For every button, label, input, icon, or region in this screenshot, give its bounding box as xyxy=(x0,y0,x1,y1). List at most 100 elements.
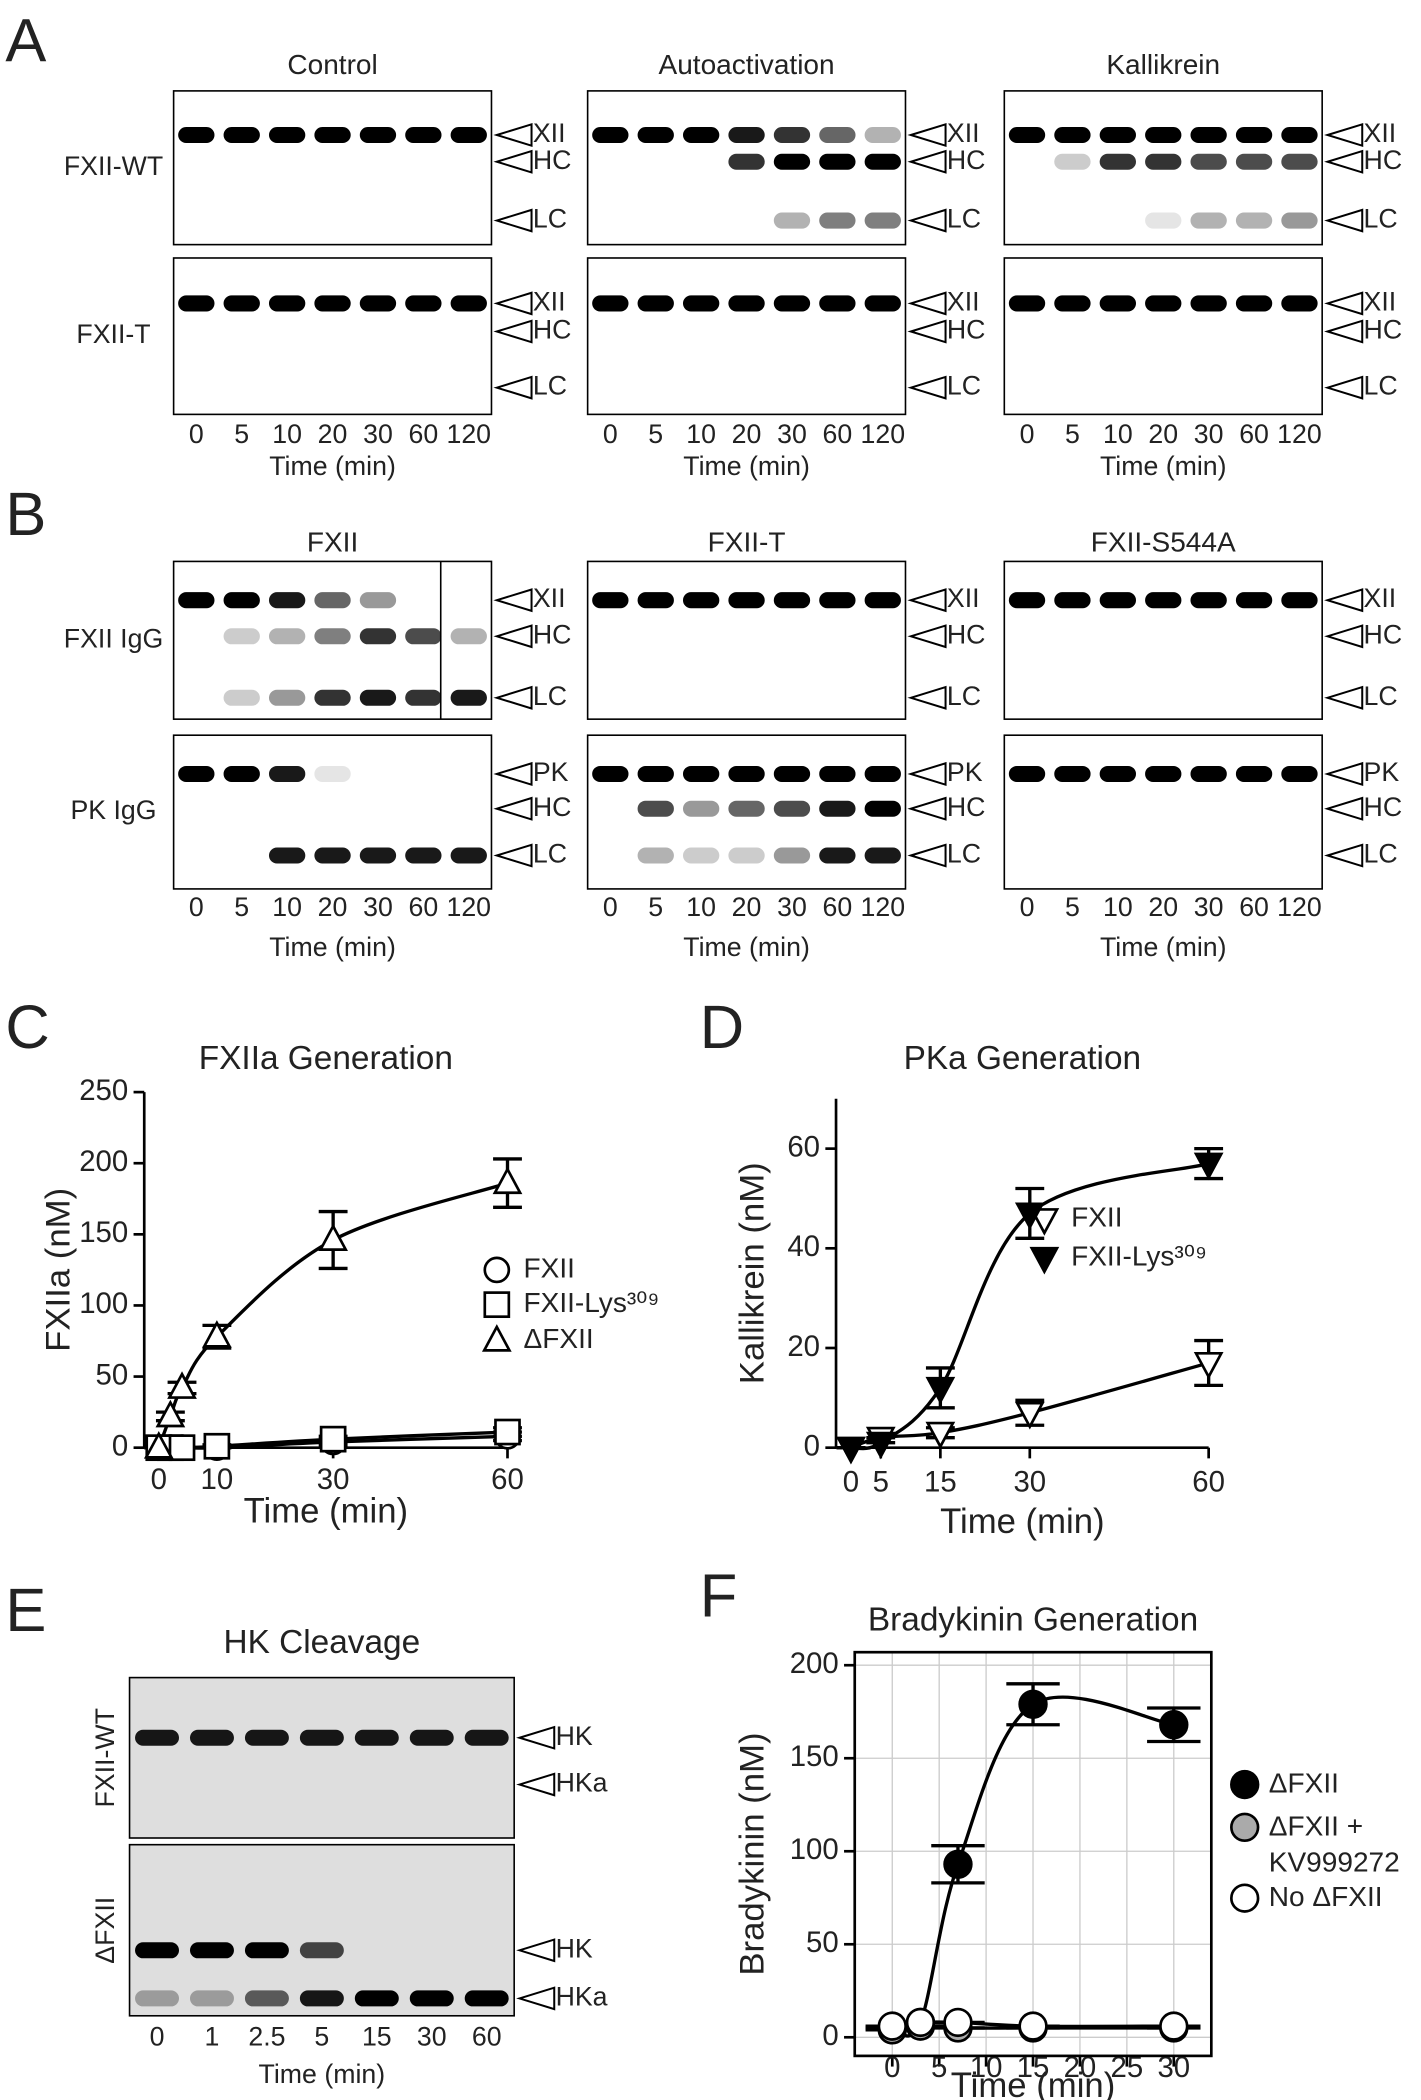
x-tick-label: 15 xyxy=(924,1466,957,1499)
lane-label: 0 xyxy=(603,892,618,922)
band-arrow xyxy=(493,319,533,344)
lane-label: 0 xyxy=(1020,419,1035,449)
lane-label: 30 xyxy=(363,892,393,922)
lane-label: 30 xyxy=(777,419,807,449)
band-arrow xyxy=(493,624,533,649)
legend-marker xyxy=(1029,1246,1060,1275)
gel-band xyxy=(637,126,674,144)
gel-band xyxy=(1235,295,1273,312)
gel-band xyxy=(1054,592,1091,609)
gel-band xyxy=(405,126,442,144)
band-arrow xyxy=(493,291,533,316)
legend-label: FXII xyxy=(1071,1201,1122,1232)
gel-box xyxy=(172,257,493,416)
gel-band xyxy=(592,295,629,312)
plot-frame xyxy=(853,1650,1213,2058)
gel-band xyxy=(592,126,629,144)
gel-box xyxy=(172,90,493,246)
gel-band xyxy=(773,126,811,144)
band-label: LC xyxy=(1364,839,1398,869)
band-arrow xyxy=(516,1772,556,1797)
band-arrow xyxy=(907,843,947,868)
panel-letter: A xyxy=(5,7,46,76)
y-tick-label: 100 xyxy=(79,1287,128,1320)
lane-label: 15 xyxy=(362,2022,392,2052)
legend-marker xyxy=(1230,1812,1260,1843)
gel-band xyxy=(450,689,487,706)
gel-band xyxy=(682,765,720,782)
lane-label: 10 xyxy=(1103,419,1133,449)
gel-band xyxy=(773,800,811,817)
band-arrow xyxy=(516,1986,556,2011)
gel-band xyxy=(268,628,306,645)
legend-label-box: ΔFXII xyxy=(1268,1768,1339,1800)
band-arrow xyxy=(1324,208,1364,233)
gel-band xyxy=(1008,765,1046,782)
lane-label: 20 xyxy=(1148,892,1178,922)
legend-label: FXII-Lys³⁰⁹ xyxy=(524,1287,660,1318)
gel-band xyxy=(464,1990,509,2007)
marker xyxy=(1193,1351,1224,1380)
gel-band xyxy=(592,765,629,782)
gel-band xyxy=(819,800,856,817)
gel-band xyxy=(592,592,629,609)
x-tick-label: 10 xyxy=(201,1463,234,1496)
gel-band xyxy=(1190,295,1227,312)
band-arrow xyxy=(907,796,947,821)
marker xyxy=(943,1849,973,1879)
y-tick-label: 40 xyxy=(787,1230,820,1263)
gel-band xyxy=(1099,126,1136,144)
marker xyxy=(203,1432,231,1460)
gel-band xyxy=(268,592,306,609)
gel-band xyxy=(189,1942,234,1959)
band-label: XII xyxy=(533,583,566,613)
panel-letter: D xyxy=(700,993,744,1062)
gel-band xyxy=(1099,592,1136,609)
band-label: PK xyxy=(947,757,983,787)
y-axis-label: Bradykinin (nM) xyxy=(734,1732,772,1975)
x-tick-label: 5 xyxy=(873,1466,889,1499)
gel-band xyxy=(223,689,260,706)
gel-band xyxy=(773,295,811,312)
y-tick-label: 100 xyxy=(790,1833,839,1866)
x-tick-label: 0 xyxy=(843,1466,859,1499)
gel-band xyxy=(682,592,720,609)
y-tick-label: 50 xyxy=(96,1358,129,1391)
band-arrow xyxy=(493,843,533,868)
gel-band xyxy=(1190,592,1227,609)
band-label: LC xyxy=(533,204,567,234)
gel-band xyxy=(223,126,260,144)
gel-band xyxy=(314,592,351,609)
lane-label: 60 xyxy=(823,892,853,922)
marker xyxy=(167,1371,197,1399)
gel-band xyxy=(864,212,901,229)
gel-band xyxy=(1190,153,1227,170)
x-axis-label: Time (min) xyxy=(244,1492,409,1530)
legend-label: ΔFXII xyxy=(1268,1768,1339,1800)
band-label: PK xyxy=(1364,757,1400,787)
gel-band xyxy=(864,592,901,609)
gel-band xyxy=(223,592,260,609)
lane-label: 20 xyxy=(1148,419,1178,449)
row-label: PK IgG xyxy=(70,795,156,825)
chart-title: PKa Generation xyxy=(904,1040,1142,1077)
y-tick-label: 50 xyxy=(806,1926,839,1959)
gel-band xyxy=(359,628,397,645)
gel-band xyxy=(819,592,856,609)
band-arrow xyxy=(907,685,947,710)
marker xyxy=(925,1376,956,1405)
gel-title: Kallikrein xyxy=(1106,49,1220,80)
x-axis-label: Time (min) xyxy=(259,2059,386,2089)
gel-title: FXII xyxy=(307,526,358,557)
legend-marker xyxy=(483,1291,511,1319)
band-label: XII xyxy=(1364,583,1397,613)
gel-band xyxy=(1235,592,1273,609)
gel-band xyxy=(135,1942,179,1959)
lane-label: 5 xyxy=(314,2022,329,2052)
lane-label: 10 xyxy=(686,419,716,449)
panel-letter: B xyxy=(5,480,46,549)
band-arrow xyxy=(907,624,947,649)
band-label: XII xyxy=(533,286,566,316)
lane-label: 60 xyxy=(1239,892,1269,922)
